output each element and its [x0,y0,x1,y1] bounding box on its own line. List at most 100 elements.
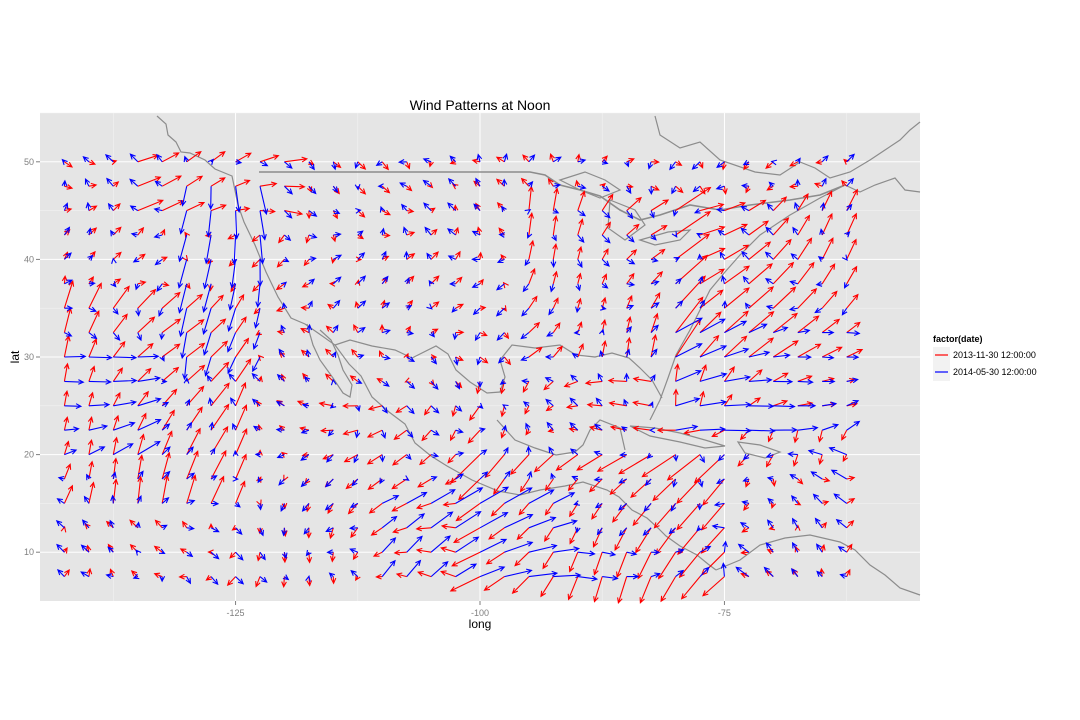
wind-arrow [370,527,383,536]
wind-arrow [742,453,750,461]
wind-arrow [112,391,121,407]
wind-arrow [797,287,818,309]
wind-arrow [161,318,182,334]
wind-arrow [182,356,188,381]
wind-arrow [669,161,677,171]
wind-arrow [449,280,456,287]
wind-arrow [112,332,121,341]
wind-arrow [553,572,582,579]
wind-arrow [355,405,361,413]
wind-arrow [748,377,773,383]
wind-arrow [815,543,823,553]
wind-arrow [332,299,341,309]
wind-arrow [252,356,261,373]
wind-arrow [137,199,164,212]
wind-arrow [675,569,685,578]
wind-arrow [650,333,658,358]
wind-arrow [748,199,767,212]
wind-arrow [673,257,681,263]
wind-arrow [717,229,725,236]
wind-arrow [724,335,748,358]
wind-arrow [455,405,463,412]
wind-arrow [501,178,508,187]
wind-arrow [235,186,242,213]
wind-arrow [623,372,630,382]
wind-arrow [88,182,98,189]
wind-arrow [259,186,269,216]
wind-arrow [422,157,432,164]
wind-arrow [548,307,555,316]
wind-arrow [821,263,836,285]
wind-arrow [797,343,822,358]
wind-arrow [528,212,535,236]
wind-arrow [357,300,367,309]
wind-arrow [571,475,579,482]
wind-arrow [522,283,530,293]
wind-arrow [332,185,339,194]
wind-arrow [699,225,726,236]
wind-arrow [136,495,142,504]
wind-arrow [305,234,311,244]
wind-arrow [354,430,361,439]
wind-arrow [764,277,774,285]
wind-arrow [182,520,188,529]
wind-arrow [381,495,400,504]
wind-arrow [406,429,414,439]
wind-arrow [429,207,436,214]
wind-arrow [379,227,386,236]
wind-arrow [794,178,801,187]
wind-arrow [502,404,509,410]
wind-arrow [308,256,317,262]
wind-arrow [88,280,96,287]
wind-arrow [184,231,191,239]
wind-arrow [765,161,774,170]
wind-arrow [717,454,725,462]
wind-arrow [479,471,489,480]
wind-arrow [259,576,268,583]
wind-arrow [671,231,678,238]
wind-arrow [137,176,162,187]
wind-arrow [735,566,750,578]
wind-arrow [357,161,367,170]
wind-arrow [544,354,554,360]
wind-arrow [57,568,65,577]
wind-arrow [675,160,683,166]
wind-arrow [451,405,457,418]
wind-arrow [815,281,823,287]
wind-arrow [137,375,162,382]
wind-arrow [569,422,579,431]
wind-arrow [524,405,530,415]
wind-arrow [455,511,482,529]
wind-arrow [626,223,640,236]
wind-arrow [301,402,310,409]
wind-arrow [612,503,628,523]
wind-arrow [510,454,530,476]
legend-label-0: 2013-11-30 12:00:00 [953,350,1036,360]
wind-arrow [154,258,163,266]
wind-arrow [766,184,774,191]
wind-arrow [601,282,609,289]
wind-arrow [675,548,685,554]
wind-arrow [544,527,554,542]
wind-arrow [325,325,334,334]
wind-arrow [109,568,115,577]
wind-arrow [720,562,727,577]
wind-arrow [88,338,98,358]
wind-arrow [596,527,603,536]
wind-arrow [88,365,96,382]
wind-arrow [846,420,861,431]
wind-arrow [846,238,857,260]
wind-arrow [671,185,677,195]
wind-arrow [528,543,558,553]
wind-arrow [828,446,847,456]
wind-arrow [601,193,614,211]
wind-arrow [112,181,120,188]
wind-arrow [745,185,751,194]
wind-arrow [650,291,661,309]
wind-arrow [817,430,824,443]
wind-arrow [552,322,561,333]
wind-arrow [551,234,557,242]
wind-arrow [177,234,188,263]
wind-arrow [406,491,428,504]
wind-arrow [763,566,774,577]
